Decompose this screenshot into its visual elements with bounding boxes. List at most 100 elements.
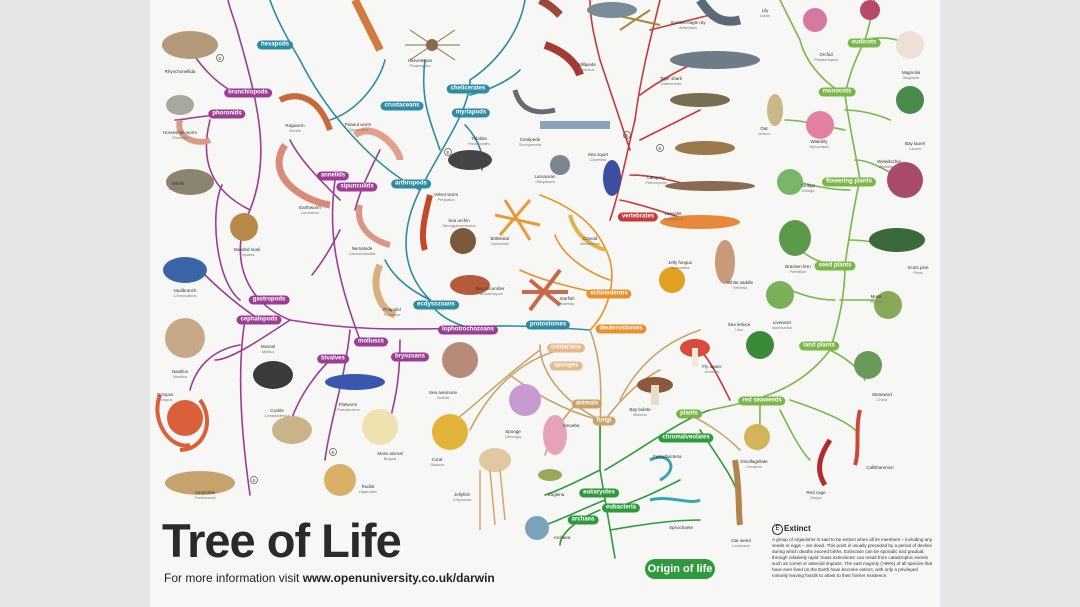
- organism-label: Flatworm Pseudoceros: [336, 402, 359, 412]
- clade-red-seaweeds: red seaweeds: [738, 396, 786, 406]
- organism-name: Cyanobacteria: [652, 454, 682, 459]
- organism-label: Archaea: [554, 535, 571, 540]
- clade-molluscs: molluscs: [353, 337, 389, 347]
- organism-label: Waterlily Nymphaea: [809, 139, 828, 149]
- organism-latin: Actinia: [436, 395, 449, 400]
- organism-label: Oar weed Laminaria: [731, 538, 751, 548]
- organism-latin: Laurus: [908, 146, 922, 151]
- organism-latin: Amanita: [704, 369, 720, 374]
- clade-sponges: sponges: [549, 361, 583, 371]
- organism-name: Crinoid: [582, 236, 598, 241]
- clade-seed-plants: seed plants: [814, 261, 856, 271]
- organism-latin: Sipunculus: [348, 127, 368, 132]
- organism-name: Magnolia: [901, 70, 921, 75]
- organism-label: Scots pine Pinus: [907, 265, 928, 275]
- organism-name: Rudist: [361, 484, 375, 489]
- organism-name: Red cage: [806, 490, 826, 495]
- organism-latin: Magnolia: [902, 75, 920, 80]
- organism-name: Nudibranch: [173, 288, 197, 293]
- organism-latin: Verongia: [505, 434, 521, 439]
- organism-latin: Auricularia: [670, 265, 690, 270]
- organism-name: Horseshoe worm: [162, 130, 198, 135]
- organism-latin: Petromyzon: [645, 180, 667, 185]
- clade-animals: animals: [571, 399, 603, 409]
- organism-name: Stonewort: [871, 392, 893, 397]
- organism-name: Moss animal: [377, 451, 403, 456]
- organism-name: Sea squirt: [587, 152, 609, 157]
- organism-label: Liverwort Marchantia: [772, 320, 792, 330]
- organism-latin: Phoronis: [172, 135, 188, 140]
- organism-label: Rhynchonellida: [165, 69, 196, 74]
- organism-latin: Pseudoceros: [336, 407, 360, 412]
- organism-name: Moss: [870, 294, 882, 299]
- organism-label: Oat Avena: [758, 126, 769, 136]
- organism-latin: Phalaenopsis: [813, 57, 839, 62]
- organism-label: Ragworm Nereis: [285, 123, 304, 133]
- organism-name: Spotted eagle ray: [670, 20, 706, 25]
- organism-label: Moss animal Bugula: [377, 451, 402, 461]
- organism-label: Callithamnion: [866, 465, 893, 470]
- organism-label: Larvacean Oikopleura: [534, 174, 555, 184]
- organism-latin: Ginkgo: [801, 188, 815, 193]
- organism-label: Tiger shark Galeocerdo: [660, 76, 682, 86]
- organism-label: Sea anemone Actinia: [429, 390, 457, 400]
- organism-label: Bay laurel Laurus: [905, 141, 925, 151]
- organism-label: Welwitschia Welwitschia: [877, 159, 901, 169]
- organism-label: Ginkgo Ginkgo: [801, 183, 815, 193]
- organism-name: Oat: [760, 126, 768, 131]
- organism-name: Ragworm: [285, 123, 305, 128]
- clade-bivalves: bivalves: [317, 354, 349, 364]
- extinct-title: Extinct: [784, 524, 811, 533]
- organism-label: Starfish Asterias: [559, 296, 574, 306]
- organism-latin: Paradoxides: [467, 141, 491, 146]
- clade-ecdysozoans: ecdysozoans: [413, 300, 459, 310]
- organism-latin: Avena: [758, 131, 770, 136]
- organism-name: Ammonite: [194, 490, 216, 495]
- organism-name: Lancelet: [664, 211, 682, 216]
- svg-text:E: E: [252, 478, 255, 483]
- info-text: For more information visit: [164, 571, 303, 585]
- organism-latin: Priapulus: [383, 312, 401, 317]
- organism-name: Rhynchonellida: [164, 69, 196, 74]
- organism-label: Sea lettuce Ulva: [728, 322, 751, 332]
- clade-fungi: fungi: [592, 416, 616, 426]
- info-url[interactable]: www.openuniversity.co.uk/darwin: [302, 571, 495, 585]
- organism-label: Banded snail Cepaea: [234, 247, 260, 257]
- clade-hexapods: hexapods: [256, 40, 294, 50]
- organism-label: Lamprey Petromyzon: [645, 175, 666, 185]
- svg-text:E: E: [658, 146, 661, 151]
- organism-label: Horseshoe worm Phoronis: [163, 130, 197, 140]
- organism-latin: Nymphaea: [809, 144, 829, 149]
- organism-latin: Lilium: [759, 13, 771, 18]
- svg-text:E: E: [625, 133, 628, 138]
- clade-crustaceans: crustaceans: [380, 101, 424, 111]
- organism-name: Sea anemone: [428, 390, 458, 395]
- extinct-icon: E: [772, 524, 783, 535]
- clade-eubacteria: eubacteria: [601, 503, 641, 513]
- organism-name: Millipede: [578, 62, 596, 67]
- organism-name: Starfish: [559, 296, 575, 301]
- organism-latin: Dasya: [810, 495, 822, 500]
- organism-latin: Parastichopus: [477, 291, 503, 296]
- organism-label: Jelly fungus Auricularia: [668, 260, 692, 270]
- organism-label: Stonewort Chara: [872, 392, 892, 402]
- organism-name: Lamprey: [647, 175, 665, 180]
- organism-latin: Asterias: [559, 301, 575, 306]
- organism-name: Velvet worm: [433, 192, 459, 197]
- info-line: For more information visit www.openunive…: [164, 571, 495, 585]
- organism-name: Euglena: [547, 492, 565, 497]
- origin-of-life-badge: Origin of life: [645, 559, 715, 579]
- organism-name: Dinoflagellate: [740, 459, 768, 464]
- organism-latin: Amphioxus: [663, 216, 683, 221]
- organism-name: Bay bolete: [629, 407, 651, 412]
- organism-latin: Phalangium: [409, 63, 431, 68]
- organism-label: Harvestman Phalangium: [408, 58, 432, 68]
- extinct-description: A group of organisms is said to be extin…: [772, 537, 933, 578]
- organism-label: Millipede Narceus: [578, 62, 596, 72]
- organism-label: Amoeba: [563, 423, 580, 428]
- clade-phoronids: phoronids: [208, 109, 246, 119]
- organism-label: Sea urchin Strongylocentrotus: [442, 218, 475, 228]
- organism-label: Fly agaric Amanita: [702, 364, 722, 374]
- clade-bryozoans: bryozoans: [390, 352, 430, 362]
